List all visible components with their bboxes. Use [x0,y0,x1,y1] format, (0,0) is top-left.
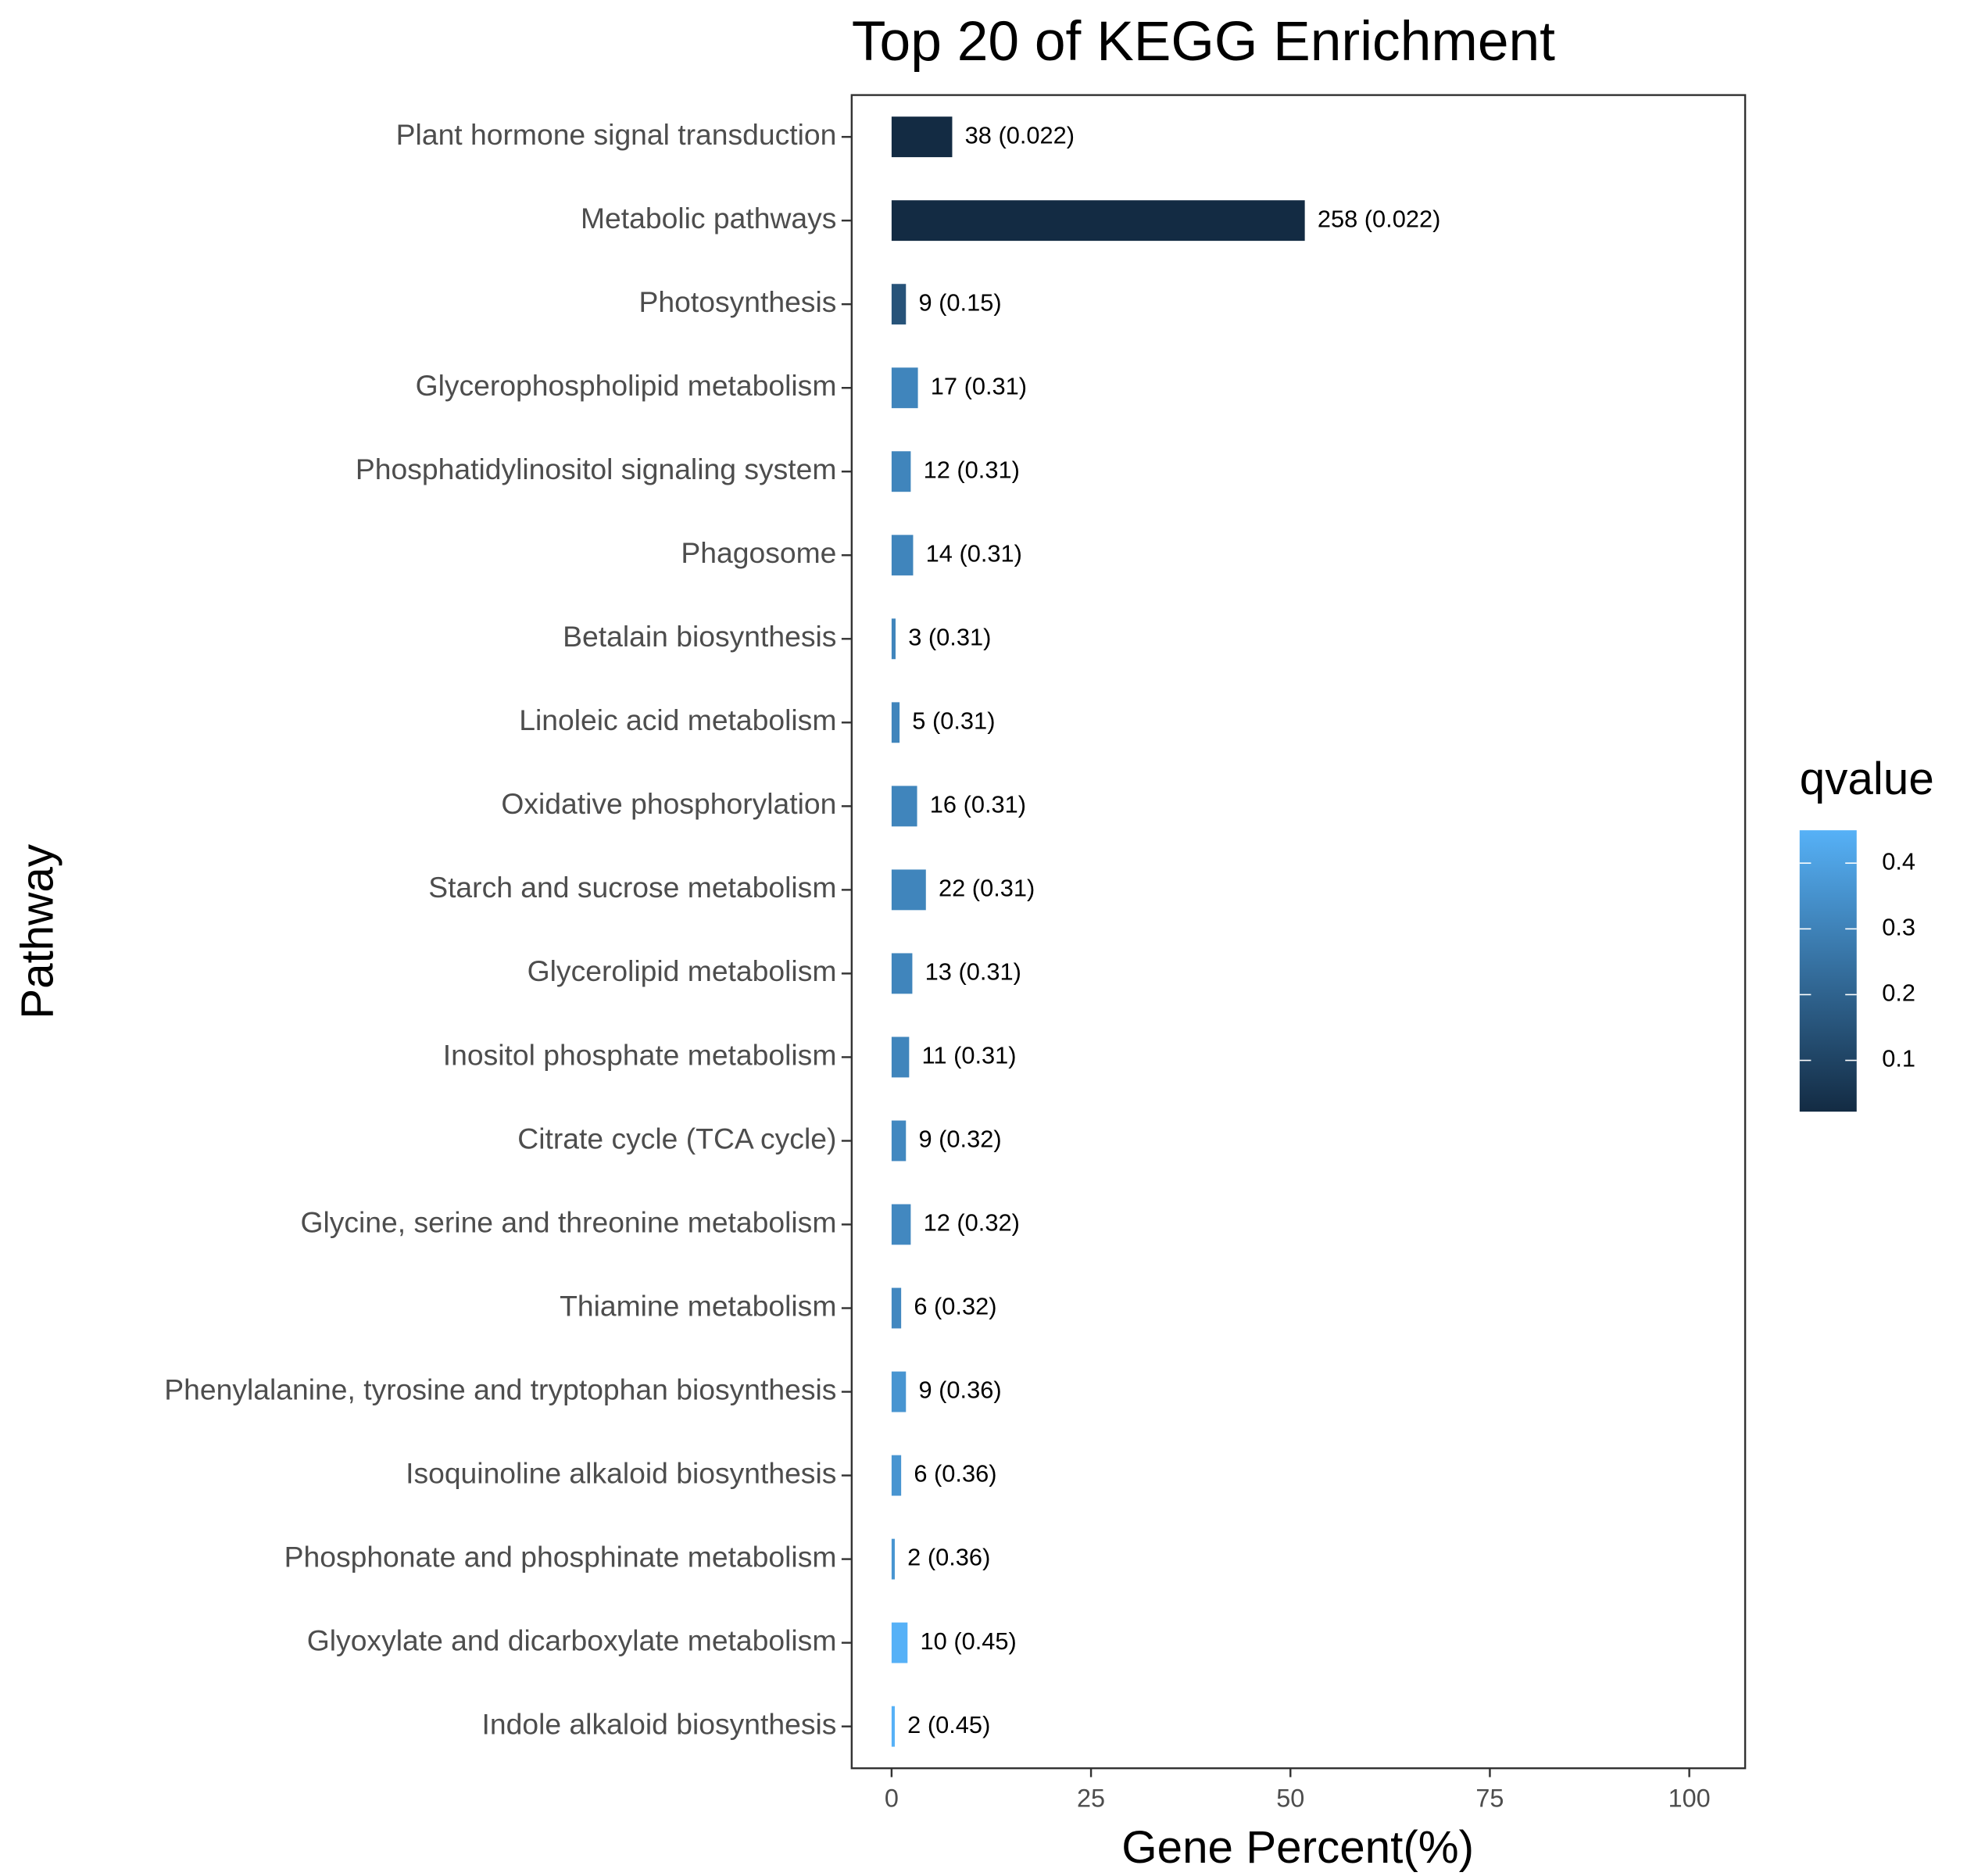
bar-label: 10 (0.45) [921,1627,1017,1655]
bar-label: 2 (0.36) [907,1544,990,1571]
bar [891,869,926,911]
x-tick-label: 50 [1276,1784,1304,1812]
y-tick-label: Oxidative phosphorylation [501,787,836,820]
y-tick-label: Metabolic pathways [581,202,836,234]
bar [891,1622,908,1663]
bar-label: 13 (0.31) [925,958,1021,986]
bar [891,451,911,492]
bar-label: 9 (0.15) [918,288,1001,316]
y-tick-label: Starch and sucrose metabolism [428,871,836,904]
bar-label: 38 (0.022) [965,121,1075,149]
bar [891,1371,907,1412]
bar [891,953,913,994]
plot-panel [850,94,1747,1770]
bar-label: 9 (0.36) [918,1377,1001,1404]
y-tick-label: Phosphatidylinositol signaling system [356,453,836,485]
y-axis-label: Pathway [12,843,63,1019]
bar [891,618,896,660]
bar [891,1204,911,1245]
y-tick-label: Isoquinoline alkaloid biosynthesis [406,1456,836,1489]
y-tick-label: Glycerolipid metabolism [528,954,837,987]
y-tick-label: Phagosome [681,536,836,569]
colorbar-tick-label: 0.3 [1882,913,1915,940]
bar [891,1120,907,1162]
y-tick-label: Glyoxylate and dicarboxylate metabolism [307,1624,837,1656]
x-axis-label: Gene Percent(%) [1121,1822,1474,1873]
bar-label: 14 (0.31) [926,539,1022,567]
y-tick-label: Inositol phosphate metabolism [443,1038,837,1071]
y-tick-label: Thiamine metabolism [560,1289,836,1322]
y-tick-label: Plant hormone signal transduction [396,118,837,151]
bar-label: 11 (0.31) [922,1042,1017,1069]
bar [891,535,914,576]
legend-title: qvalue [1800,754,1934,804]
bar-label: 22 (0.31) [939,875,1035,902]
bar-label: 9 (0.32) [918,1126,1001,1153]
bar [891,1706,895,1747]
x-tick-label: 0 [885,1784,899,1812]
x-tick-label: 75 [1475,1784,1504,1812]
bar-label: 6 (0.36) [914,1460,996,1488]
y-tick-label: Glycine, serine and threonine metabolism [300,1205,836,1238]
y-tick-label: Indole alkaloid biosynthesis [482,1707,837,1740]
x-tick-label: 100 [1668,1784,1711,1812]
bar [891,786,917,827]
colorbar-tick-label: 0.2 [1882,979,1915,1007]
x-tick-label: 25 [1077,1784,1105,1812]
colorbar [1799,830,1857,1112]
bar-label: 16 (0.31) [930,790,1026,818]
colorbar-tick-label: 0.4 [1882,847,1915,875]
bar [891,1287,902,1329]
chart-title: Top 20 of KEGG Enrichment [852,10,1555,73]
y-tick-label: Citrate cycle (TCA cycle) [517,1122,836,1155]
bar [891,702,900,743]
y-tick-label: Phosphonate and phosphinate metabolism [284,1540,837,1573]
bar-label: 3 (0.31) [908,623,991,650]
y-tick-label: Betalain biosynthesis [563,620,836,653]
bar-label: 5 (0.31) [912,707,995,734]
bar [891,367,918,409]
bar-label: 2 (0.45) [907,1711,990,1738]
bar-label: 258 (0.022) [1318,205,1441,232]
colorbar-tick-label: 0.1 [1882,1045,1915,1072]
y-tick-label: Glycerophospholipid metabolism [416,369,837,402]
bar-label: 6 (0.32) [914,1293,996,1320]
bar [891,1036,910,1078]
bar-label: 12 (0.32) [924,1209,1020,1237]
bar-label: 12 (0.31) [924,456,1020,483]
y-tick-label: Phenylalanine, tyrosine and tryptophan b… [164,1373,836,1405]
bar [891,284,907,325]
bar [891,1538,895,1580]
y-tick-label: Photosynthesis [639,285,837,318]
bar-label: 17 (0.31) [931,372,1027,399]
bar [891,1455,902,1496]
bar [891,116,953,158]
bar [891,200,1305,242]
y-tick-label: Linoleic acid metabolism [519,704,836,736]
